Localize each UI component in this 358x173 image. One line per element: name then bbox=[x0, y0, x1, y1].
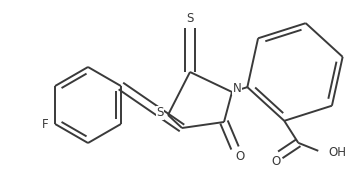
Text: N: N bbox=[233, 81, 241, 94]
Text: S: S bbox=[186, 11, 194, 25]
Text: O: O bbox=[272, 155, 281, 168]
Text: S: S bbox=[156, 107, 164, 120]
Text: O: O bbox=[235, 149, 245, 162]
Text: OH: OH bbox=[328, 146, 346, 159]
Text: F: F bbox=[42, 117, 48, 130]
